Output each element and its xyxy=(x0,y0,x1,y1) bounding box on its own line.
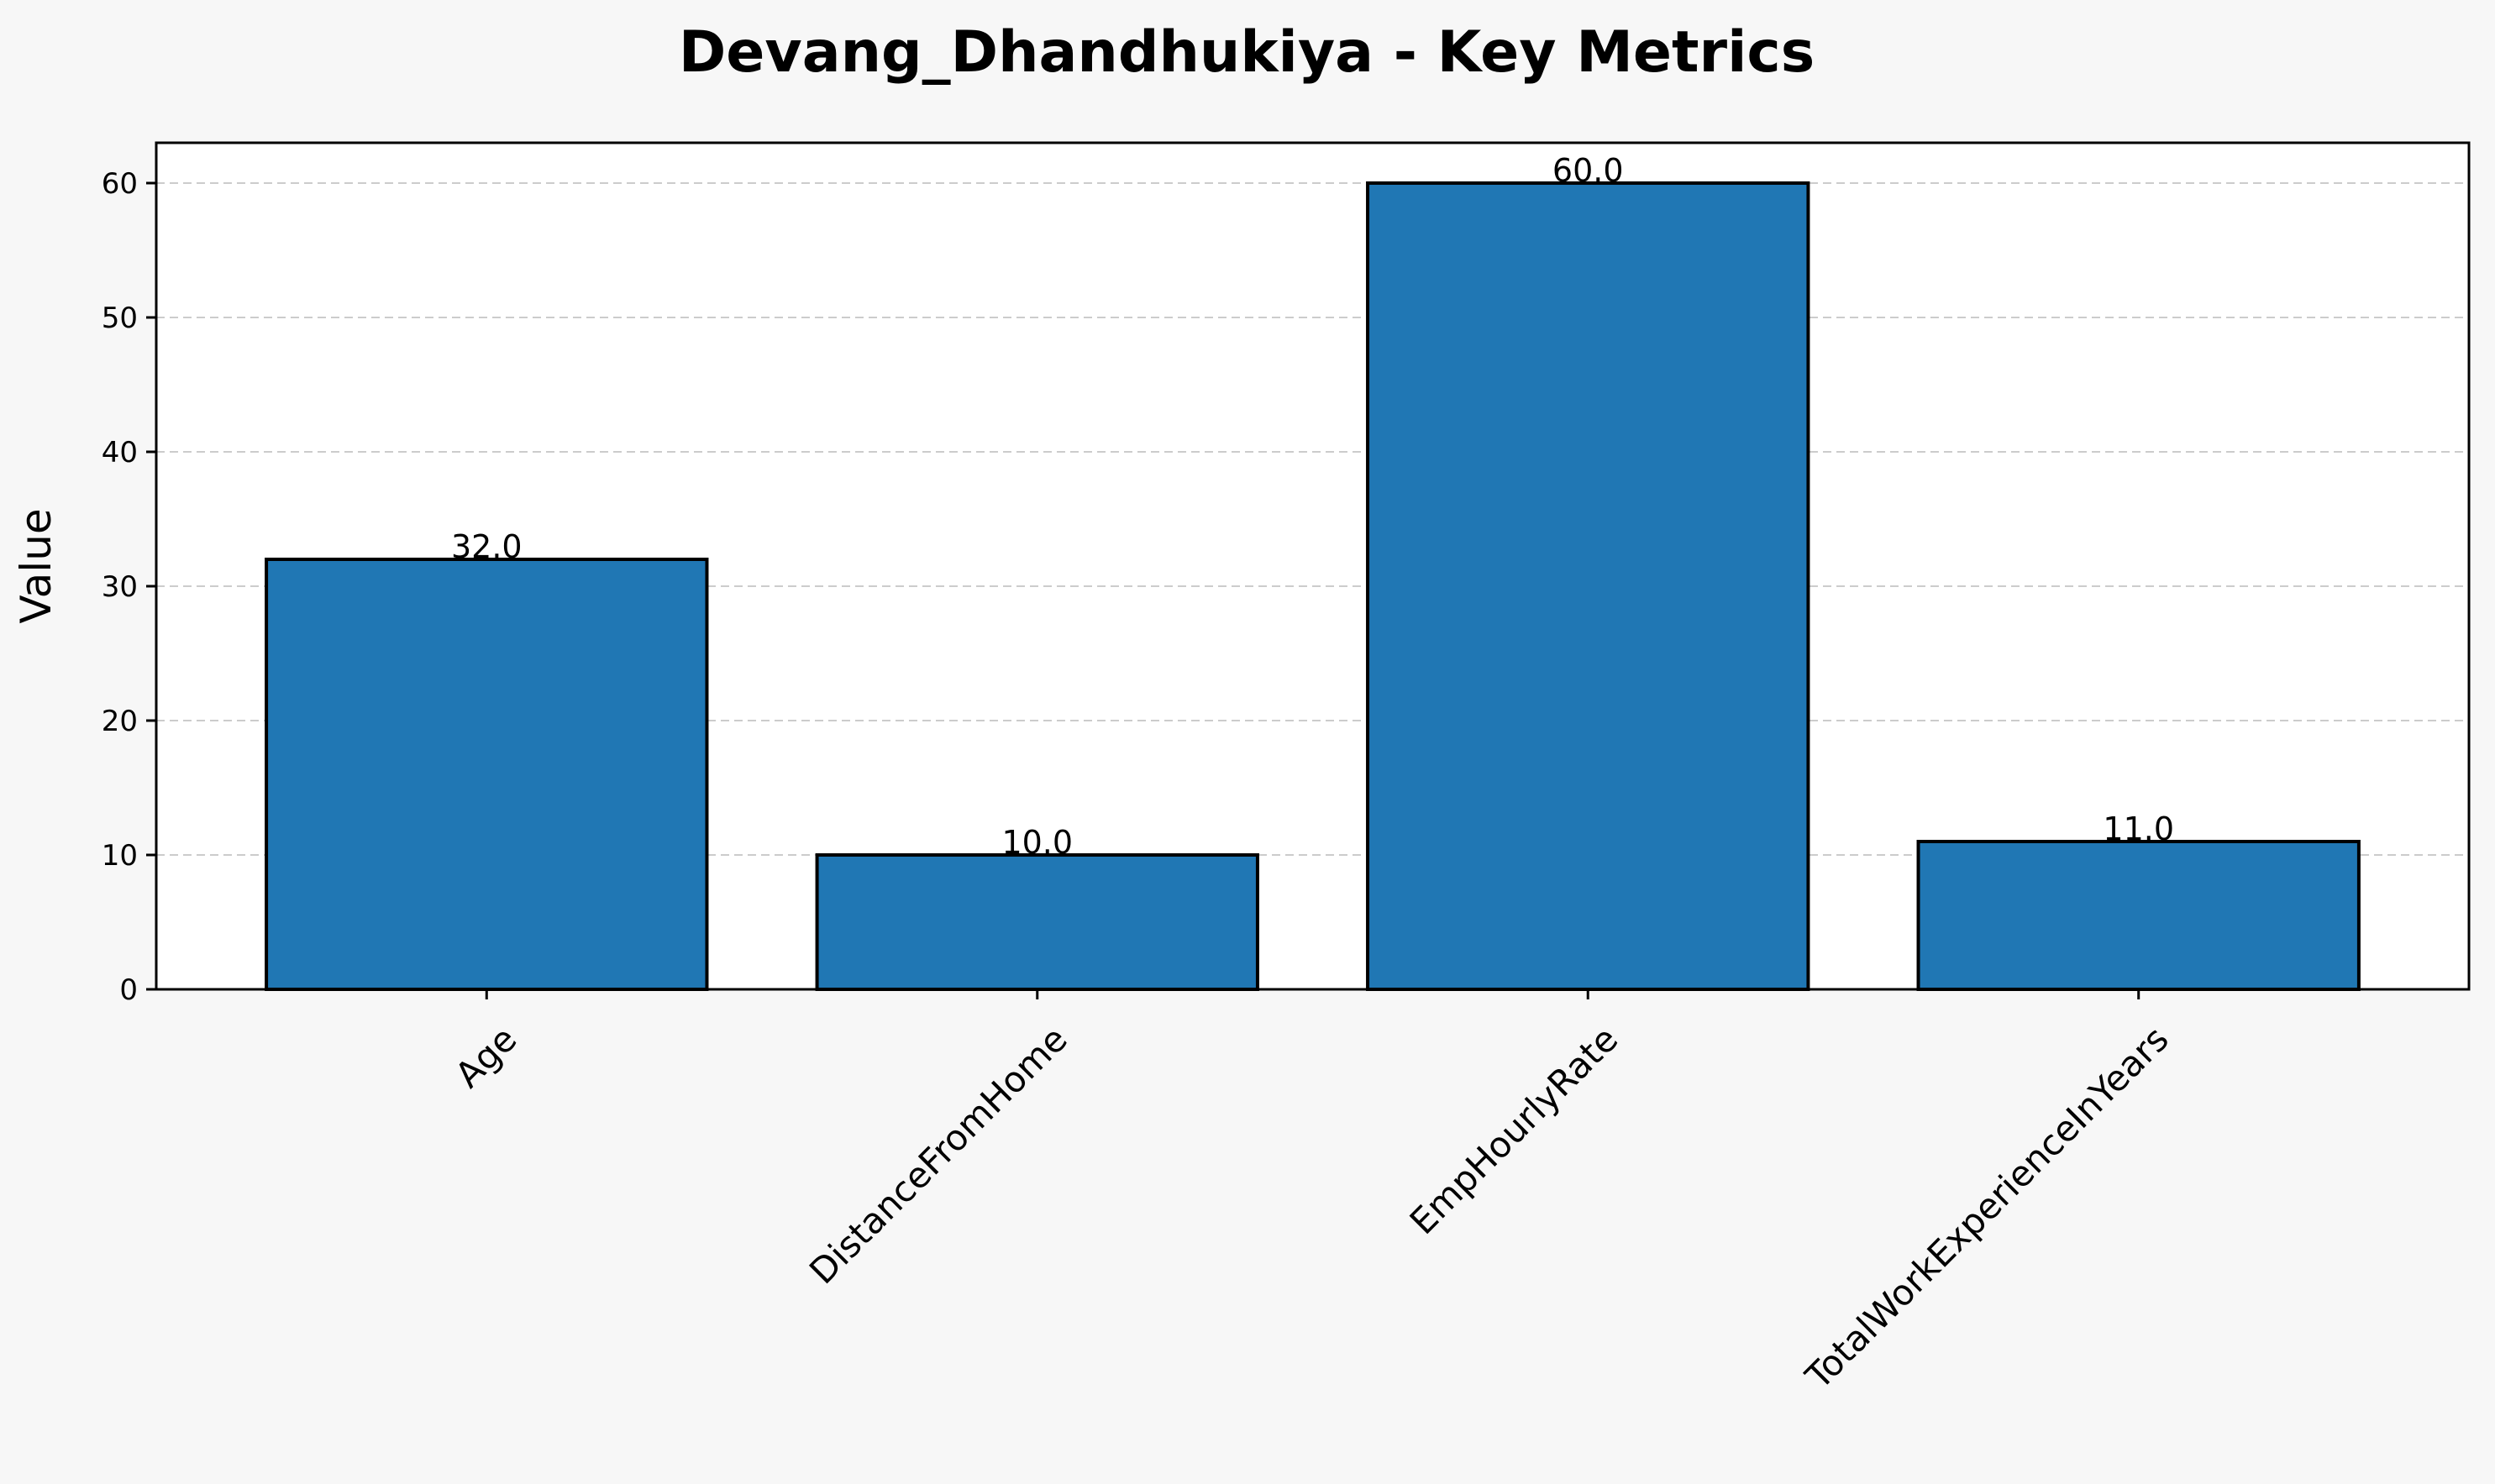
bar-value-label: 32.0 xyxy=(451,528,523,565)
bars xyxy=(265,181,2361,991)
y-tick-label: 10 xyxy=(102,839,138,873)
value-labels: 32.0 10.0 60.0 11.0 xyxy=(451,152,2174,861)
y-tick-label: 30 xyxy=(102,570,138,604)
bar-value-label: 60.0 xyxy=(1552,152,1624,189)
bar-age xyxy=(265,558,709,991)
bar-value-label: 11.0 xyxy=(2103,810,2174,847)
y-tick-label: 0 xyxy=(119,973,138,1007)
bar-totalworkexperienceinyears xyxy=(1916,840,2361,991)
y-tick-label: 60 xyxy=(102,167,138,201)
bar-emphourlyrate xyxy=(1366,181,1810,991)
y-axis: 0 10 20 30 40 50 60 xyxy=(102,167,156,1007)
bar-value-label: 10.0 xyxy=(1001,824,1073,861)
chart-title: Devang_Dhandhukiya - Key Metrics xyxy=(679,19,1815,86)
bar-distancefromhome xyxy=(815,853,1259,991)
y-tick-label: 50 xyxy=(102,302,138,335)
plot-frame xyxy=(155,141,2471,991)
y-tick-label: 40 xyxy=(102,436,138,469)
y-axis-label: Value xyxy=(12,508,60,623)
y-tick-label: 20 xyxy=(102,705,138,738)
